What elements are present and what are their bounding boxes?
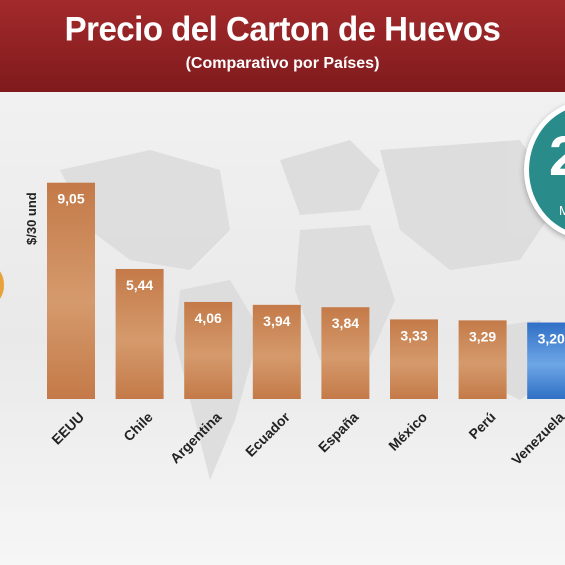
value-label-argentina: 4,06 [195, 310, 222, 326]
header-banner [0, 0, 565, 92]
value-label-perú: 3,29 [469, 328, 496, 344]
badge-text: M [559, 203, 565, 218]
chart-subtitle: (Comparativo por Países) [185, 55, 380, 72]
bar-venezuela [527, 322, 565, 399]
y-axis-label: $/30 und [24, 192, 39, 245]
bar-eeuu [47, 182, 95, 399]
bar-españa [321, 307, 370, 399]
x-tick-label-méxico: México [385, 409, 430, 454]
bar-ecuador [252, 304, 301, 399]
value-label-españa: 3,84 [332, 315, 359, 331]
value-label-méxico: 3,33 [400, 327, 427, 343]
decorative-orange-shape [0, 268, 4, 302]
value-label-eeuu: 9,05 [57, 191, 84, 207]
value-label-chile: 5,44 [126, 277, 153, 293]
value-label-ecuador: 3,94 [263, 313, 290, 329]
bar-chile [115, 268, 164, 399]
bar-perú [458, 320, 507, 399]
x-tick-label-perú: Perú [465, 409, 498, 442]
x-tick-label-ecuador: Ecuador [242, 408, 293, 459]
x-tick-label-españa: España [315, 409, 362, 456]
x-tick-label-venezuela: Venezuela [508, 409, 565, 468]
bar-méxico [390, 319, 438, 399]
badge-number: 2 [549, 123, 565, 188]
chart-title: Precio del Carton de Huevos [64, 9, 501, 48]
x-tick-label-eeuu: EEUU [48, 409, 87, 448]
bar-argentina [184, 301, 233, 399]
value-label-venezuela: 3,20 [538, 331, 565, 347]
x-tick-label-chile: Chile [120, 409, 156, 445]
